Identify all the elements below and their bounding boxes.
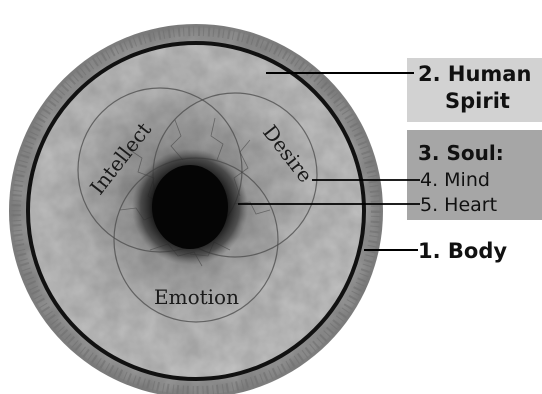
soul-label-box <box>407 130 542 220</box>
mind-label: 4. Mind <box>420 169 490 191</box>
spirit-label-line1: 2. Human <box>418 62 531 86</box>
body-rim-band <box>11 26 381 394</box>
soul-label: 3. Soul: <box>418 141 504 165</box>
spirit-label-line2: Spirit <box>445 89 510 113</box>
emotion-label: Emotion <box>154 285 239 309</box>
heart-label: 5. Heart <box>420 194 497 216</box>
spirit-label-box <box>407 58 542 122</box>
body-label: 1. Body <box>418 239 507 263</box>
